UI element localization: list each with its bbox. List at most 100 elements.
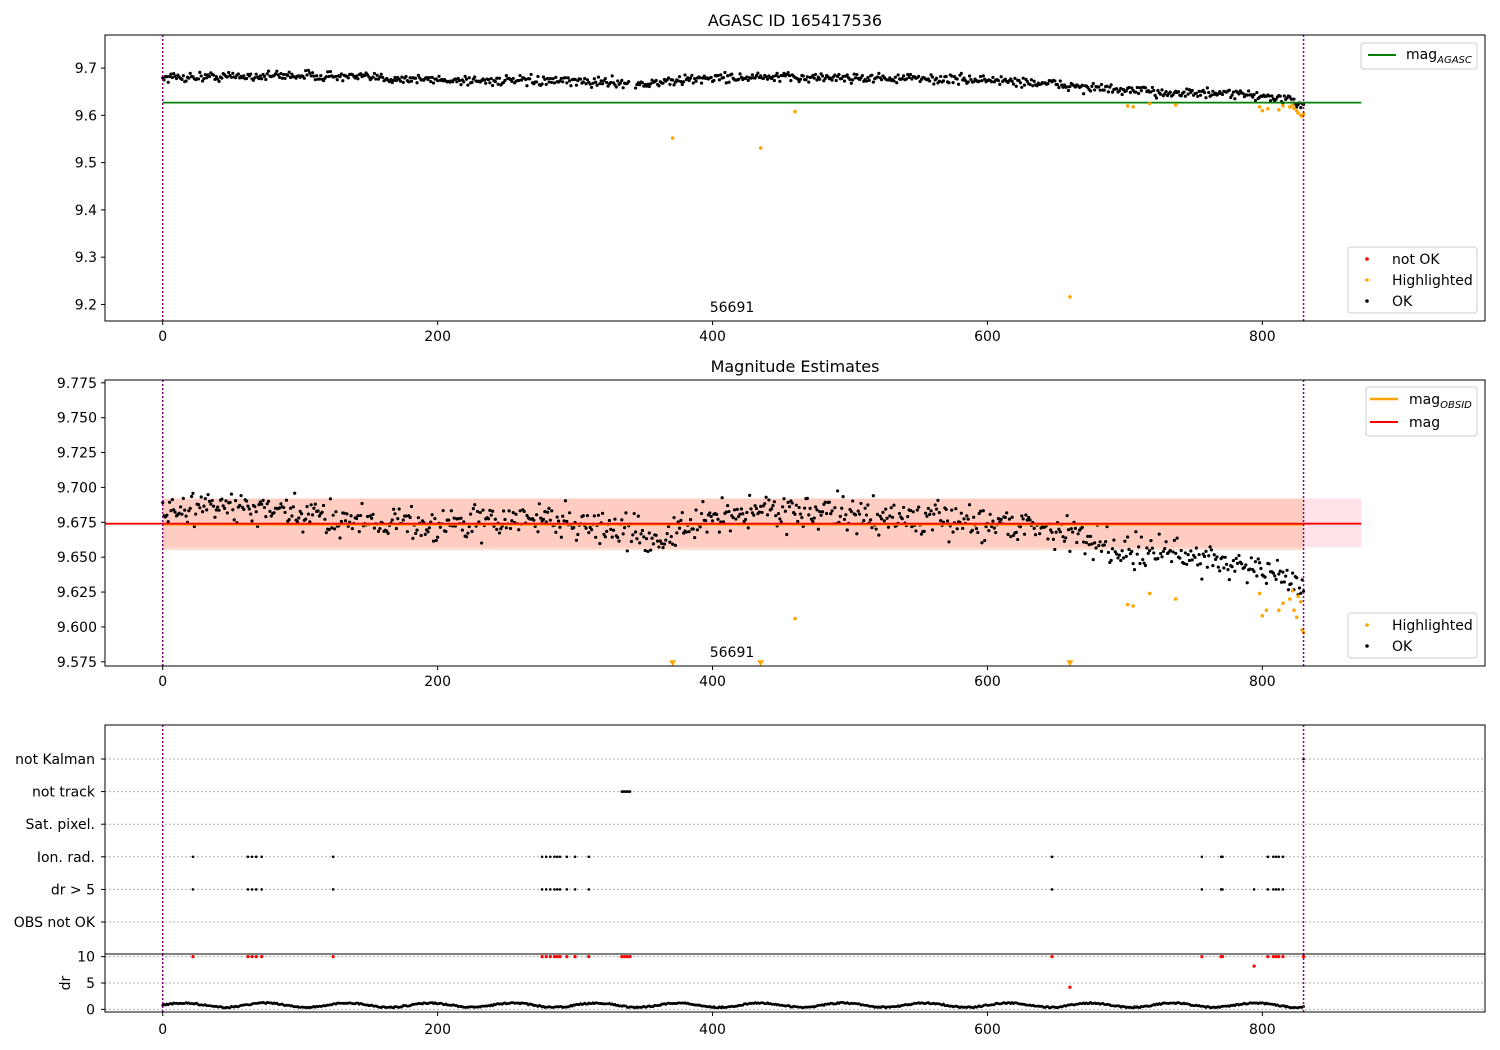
flags-point [553,855,556,859]
agasc-ok-point [550,80,554,85]
mag-ok-point [1121,556,1126,560]
mag-ok-point [250,519,254,523]
agasc-ok-point [455,80,459,84]
mag-ok-point [598,541,602,546]
mag-ok-point [265,502,269,506]
agasc-ok-point [328,69,333,74]
dr-flagged-point [555,955,559,959]
agasc-ok-point [1117,89,1121,93]
mag-ok-point [1050,530,1054,534]
mag-ok-point [1244,563,1248,567]
mag-ok-point [431,539,436,543]
panel-agasc-legend-top: magAGASC [1360,42,1478,70]
mag-ok-point [562,519,566,523]
agasc-ok-point [188,71,192,75]
mag-ok-point [984,525,988,529]
mag-ok-point [1075,540,1079,545]
mag-ok-point [1295,576,1299,580]
agasc-highlighted-point [1131,105,1135,109]
mag-ok-point [514,512,518,516]
agasc-ok-point [1176,90,1181,94]
mag-ok-point [732,508,737,512]
mag-ok-point [1066,528,1071,532]
agasc-ok-point [225,75,229,79]
mag-ok-point [1014,530,1018,534]
mag-ok-point [829,512,833,516]
agasc-ok-point [716,73,720,78]
agasc-ok-point [1061,85,1065,89]
mag-ok-point [1257,561,1262,565]
agasc-ok-point [309,74,313,78]
mag-ok-point [658,539,662,543]
agasc-ok-point [594,80,598,84]
agasc-ok-point [569,84,573,88]
agasc-ok-point [227,70,231,75]
panel-mag-plot-area: 0 200 400 600 800 9.575 9.600 9.625 9.650 9.675 9.… [57,376,1486,690]
agasc-ok-point [967,74,972,78]
dr-flagged-point [620,955,624,959]
agasc-ok-point [288,75,293,80]
agasc-ok-point [338,74,342,79]
mag-ok-point [1150,546,1154,550]
mag-ok-point [1207,554,1211,558]
mag-ok-point [1076,532,1080,536]
agasc-ok-point [523,77,528,82]
mag-ok-point [416,516,420,520]
mag-ok-point [328,497,333,501]
mag-ok-point [257,502,261,507]
agasc-ok-point [482,78,486,82]
flags-point [1277,855,1281,859]
agasc-ok-point [834,78,838,83]
mag-ok-point [1016,537,1020,542]
agasc-ok-point [864,79,869,83]
agasc-ok-point [937,79,941,83]
mag-ok-point [491,509,495,513]
agasc-ok-point [1035,84,1039,88]
mag-ok-point [1053,547,1057,552]
mag-ok-point [624,511,628,515]
mag-ok-point [879,517,884,521]
agasc-ok-point [547,80,551,84]
agasc-ok-point [1185,87,1189,91]
agasc-ok-point [415,81,419,85]
mag-ok-point [563,499,568,503]
agasc-ok-point [1066,88,1071,93]
agasc-ok-point [466,83,470,87]
mag-ok-point [778,517,782,521]
mag-ok-point [1071,530,1075,534]
mag-ok-point [1097,543,1101,548]
agasc-ok-point [286,74,290,78]
mag-ok-point [737,514,741,519]
mag-ok-point [1061,535,1065,539]
agasc-ok-point [1207,90,1211,95]
flags-point [1200,888,1204,891]
agasc-ok-point [409,79,414,83]
mag-ok-point [643,548,647,553]
agasc-ok-point [764,75,768,79]
mag-ok-point [1281,570,1285,574]
mag-ok-point [642,535,646,539]
agasc-highlighted-point [1125,104,1130,108]
mag-ok-point [745,510,749,515]
agasc-ok-point [211,73,216,77]
mag-ok-point [313,502,317,506]
agasc-ok-point [1245,93,1249,97]
agasc-ok-point [1014,84,1018,88]
flags-point [1050,888,1054,891]
dr-flagged-point [625,955,629,959]
dr-flagged-point [1068,985,1072,989]
mag-highlighted-point [1173,597,1178,601]
agasc-ok-point [592,77,596,81]
mag-ok-point [192,524,196,529]
mag-ok-point [210,498,214,503]
agasc-ok-point [910,77,914,81]
mag-ok-point [1038,532,1042,536]
agasc-ok-point [199,74,203,78]
mag-ok-point [609,527,613,531]
agasc-xtick-label: 0 [158,329,167,345]
mag-offscale-points [669,660,1074,667]
agasc-ok-point [187,76,191,80]
agasc-ok-point [341,79,345,83]
mag-ok-point [200,510,205,514]
mag-ok-point [1235,561,1240,566]
